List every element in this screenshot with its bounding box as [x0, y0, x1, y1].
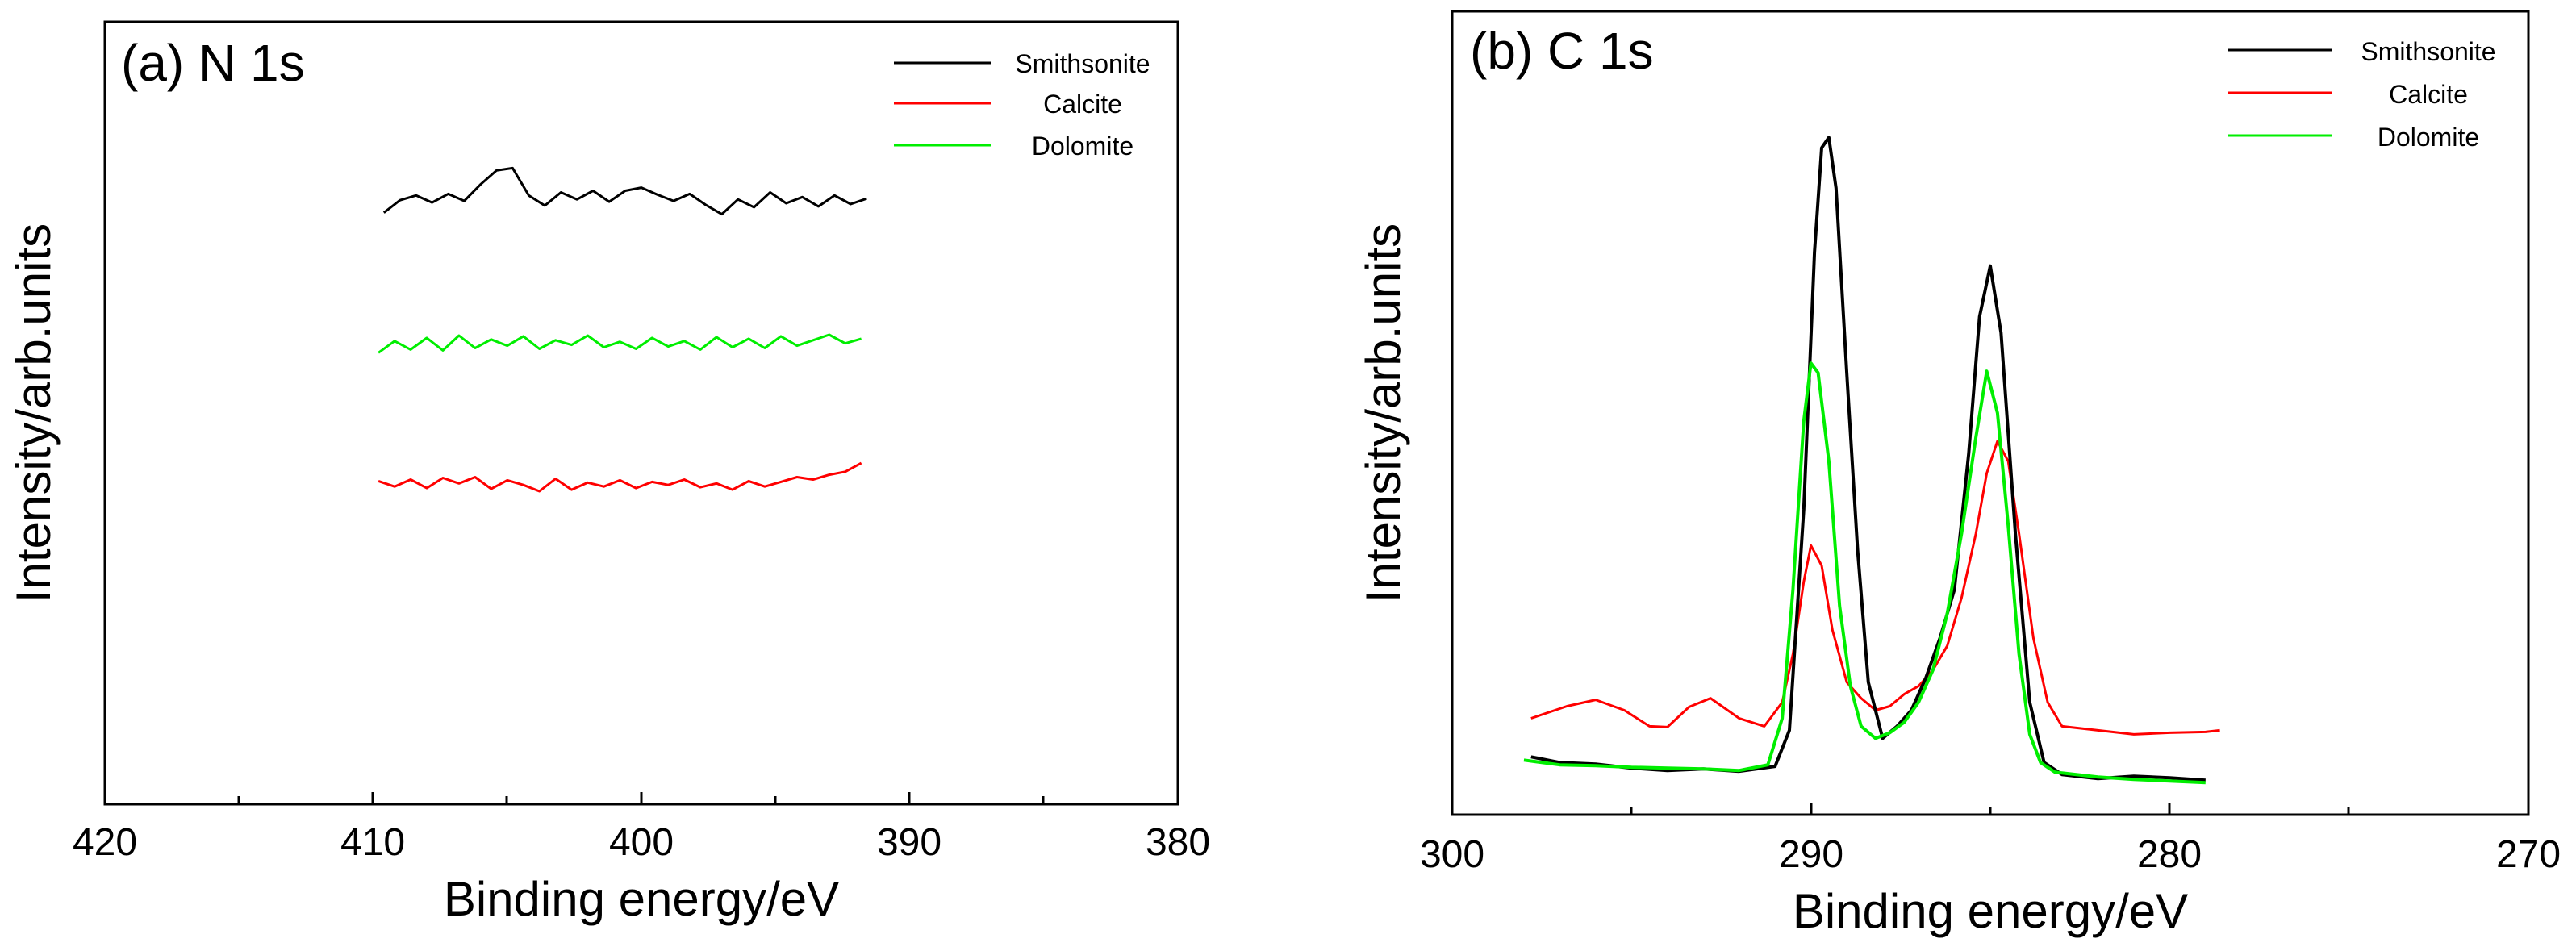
series-line-calcite [378, 461, 862, 493]
chart-title: (b) C 1s [1470, 22, 1654, 80]
x-axis: 300 290 280 270 Binding energy/eV [1420, 803, 2561, 938]
series-line-smithsonite [382, 166, 867, 216]
x-tick-label: 270 [2496, 833, 2561, 876]
legend: Smithsonite Calcite Dolomite [894, 49, 1150, 161]
series-line-calcite [1530, 440, 2220, 736]
plot-frame [1451, 10, 2530, 816]
legend: Smithsonite Calcite Dolomite [2228, 37, 2496, 152]
x-tick-label: 380 [1146, 821, 1210, 864]
series-line-smithsonite [1530, 136, 2206, 782]
legend-label-dolomite: Dolomite [2378, 123, 2479, 152]
plot-frame [103, 20, 1179, 806]
x-tick-label: 410 [340, 821, 405, 864]
x-axis-title: Binding energy/eV [1793, 884, 2188, 938]
x-tick-label: 420 [73, 821, 137, 864]
x-axis-title: Binding energy/eV [444, 872, 839, 926]
chart-panel-c1s: (b) C 1s 300 290 280 270 Binding energy/… [1356, 10, 2561, 938]
x-tick-label: 280 [2137, 833, 2202, 876]
legend-label-dolomite: Dolomite [1032, 131, 1134, 161]
y-axis-title: Intensity/arb.units [1356, 223, 1410, 603]
chart-panel-n1s: (a) N 1s 420 410 400 390 380 Binding ene… [6, 20, 1210, 926]
series-lines [1523, 136, 2220, 785]
x-tick-label: 390 [877, 821, 941, 864]
legend-label-calcite: Calcite [2389, 80, 2468, 109]
series-lines [378, 166, 867, 493]
chart-title: (a) N 1s [121, 34, 305, 92]
series-line-dolomite [378, 333, 862, 354]
x-tick-label: 300 [1420, 833, 1484, 876]
y-axis-title: Intensity/arb.units [6, 223, 61, 603]
legend-label-smithsonite: Smithsonite [1015, 49, 1150, 78]
x-axis: 420 410 400 390 380 Binding energy/eV [73, 792, 1210, 926]
x-tick-label: 290 [1779, 833, 1843, 876]
series-line-dolomite [1523, 361, 2206, 785]
x-tick-label: 400 [609, 821, 674, 864]
legend-label-calcite: Calcite [1043, 90, 1122, 119]
legend-label-smithsonite: Smithsonite [2361, 37, 2495, 66]
